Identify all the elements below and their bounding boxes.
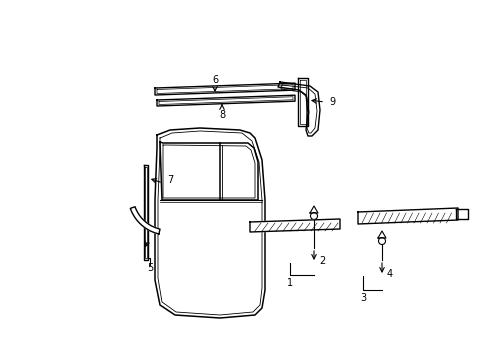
Text: 4: 4 (386, 269, 392, 279)
Text: 6: 6 (211, 75, 218, 85)
Text: 3: 3 (359, 293, 366, 303)
Text: 7: 7 (166, 175, 173, 185)
Text: 9: 9 (328, 97, 334, 107)
Polygon shape (357, 208, 457, 224)
Text: 8: 8 (219, 110, 224, 120)
Text: 1: 1 (286, 278, 292, 288)
Polygon shape (249, 219, 339, 232)
Polygon shape (130, 207, 160, 234)
Text: 5: 5 (146, 263, 153, 273)
Text: 2: 2 (318, 256, 325, 266)
